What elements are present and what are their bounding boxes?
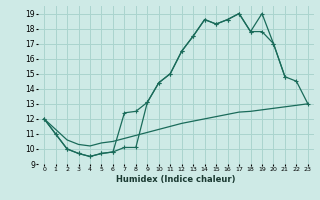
X-axis label: Humidex (Indice chaleur): Humidex (Indice chaleur) (116, 175, 236, 184)
